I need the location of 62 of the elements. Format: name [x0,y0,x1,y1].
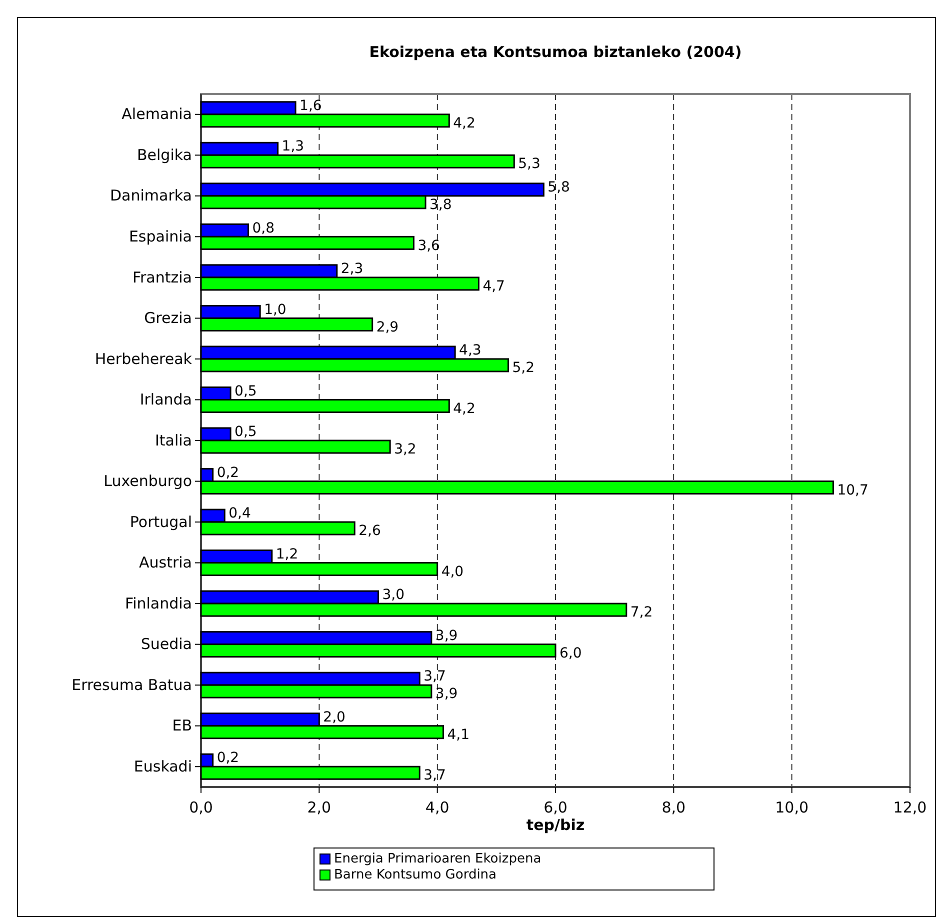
legend-label: Energia Primarioaren Ekoizpena [334,852,542,867]
data-label: 4,3 [459,342,482,359]
data-label: 5,8 [548,179,570,196]
data-label: 4,0 [441,564,464,580]
data-label: 3,7 [424,768,446,784]
data-label: 3,0 [382,587,405,604]
data-label: 2,6 [358,523,381,540]
x-tick-label: 12,0 [893,798,927,816]
data-label: 1,3 [282,138,304,155]
y-tick-label: Suedia [140,635,192,654]
data-label: 3,9 [435,628,458,644]
data-label: 2,3 [340,261,364,278]
y-tick-label: Grezia [144,309,192,328]
data-label: 2,0 [323,709,346,726]
data-label: 0,2 [216,750,240,766]
y-tick-label: Euskadi [134,757,192,776]
data-label: 7,2 [630,604,653,621]
data-label: 1,6 [300,98,322,114]
y-tick-label: Belgika [137,146,192,164]
data-label: 3,6 [418,238,440,254]
y-tick-label: Alemania [122,105,192,124]
y-tick-label: Erresuma Batua [72,676,192,694]
y-tick-label: Luxenburgo [104,472,192,490]
data-label: 3,2 [394,442,416,458]
y-tick-label: Finlandia [125,594,192,612]
data-label: 0,5 [234,383,257,400]
y-tick-label: Herbehereak [94,350,192,368]
data-label: 4,2 [453,115,476,132]
y-tick-label: Austria [139,554,192,572]
x-tick-label: 10,0 [775,798,809,816]
y-tick-label: EB [172,716,192,735]
data-label: 4,7 [482,278,505,295]
y-tick-label: Italia [154,431,192,450]
data-label: 2,9 [376,319,399,336]
data-label: 1,2 [276,546,298,562]
x-tick-label: 4,0 [425,798,450,816]
y-tick-label: Danimarka [110,186,192,205]
data-label: 1,0 [264,302,286,318]
y-tick-label: Frantzia [132,268,192,286]
data-label: 4,2 [453,400,476,417]
x-tick-label: 6,0 [544,798,568,816]
x-tick-label: 8,0 [662,798,686,816]
data-label: 5,3 [518,156,540,172]
y-tick-label: Irlanda [140,390,192,409]
chart-title: Ekoizpena eta Kontsumoa biztanleko (2004) [369,43,742,61]
data-label: 6,0 [560,645,582,662]
x-axis-title: tep/biz [526,816,585,834]
y-tick-label: Portugal [130,512,192,531]
data-label: 0,8 [252,220,275,236]
data-label: 0,2 [216,464,240,481]
x-tick-label: 2,0 [307,798,332,816]
legend-label: Barne Kontsumo Gordina [334,868,497,883]
data-label: 0,5 [234,424,257,440]
data-label: 10,7 [837,482,868,498]
x-tick-label: 0,0 [189,798,213,816]
data-label: 5,2 [512,360,534,376]
y-tick-label: Espainia [128,227,192,246]
data-label: 4,1 [447,726,470,743]
data-label: 0,4 [228,506,251,522]
data-label: 3,8 [430,196,452,213]
data-label: 3,7 [424,668,446,685]
data-label: 3,9 [435,686,458,702]
